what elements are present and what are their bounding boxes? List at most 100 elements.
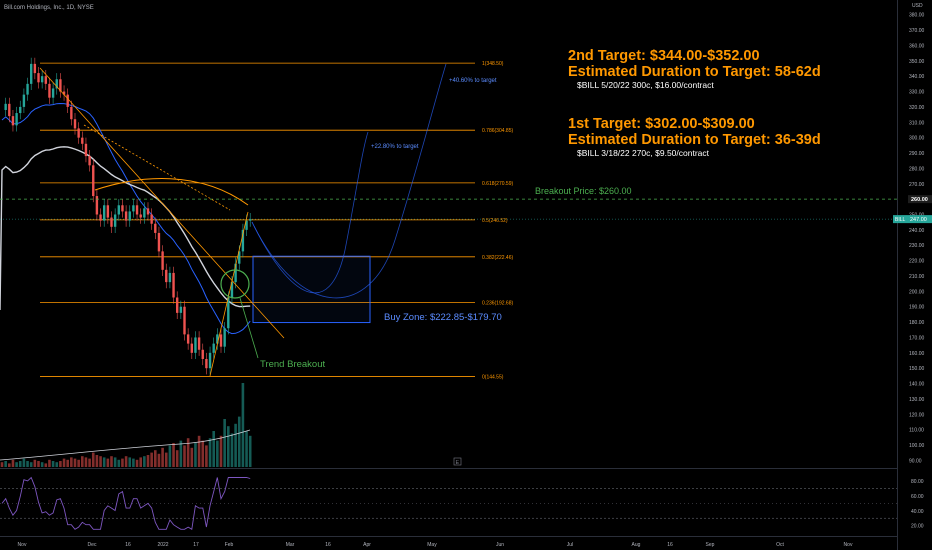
volume-bar: [121, 458, 124, 467]
candle-body: [245, 220, 248, 230]
candle-body: [19, 106, 22, 114]
price-tick: 140.00: [909, 382, 925, 388]
volume-bar: [208, 438, 212, 467]
candle-body: [110, 217, 113, 227]
downtrend-line[interactable]: [39, 67, 285, 339]
volume-bar: [44, 463, 48, 467]
volume-bar: [212, 431, 215, 467]
rsi-tick: 20.00: [911, 524, 924, 530]
candle-body: [201, 349, 204, 359]
volume-bar: [88, 458, 91, 467]
trend-breakout-circle[interactable]: [220, 269, 250, 299]
candle-body: [124, 211, 128, 221]
candle-body: [135, 205, 139, 215]
candle-body: [183, 306, 186, 335]
candle-body: [146, 208, 150, 215]
volume-bar: [59, 461, 62, 467]
volume-bar: [70, 457, 73, 467]
volume-bar: [227, 426, 230, 467]
price-tick: 340.00: [909, 74, 925, 80]
candle-body: [44, 76, 47, 84]
volume-bar: [4, 461, 7, 467]
uptrend-line[interactable]: [209, 211, 249, 377]
downtrend-line-dotted[interactable]: [83, 124, 231, 211]
candle-body: [227, 297, 230, 329]
volume-bar: [146, 455, 150, 467]
volume-bar: [135, 459, 139, 467]
breakout-price-badge-text: 260.00: [911, 197, 928, 203]
candle-body: [150, 214, 153, 224]
candle-body: [212, 343, 215, 353]
price-axis[interactable]: 380.00 370.00 360.00 350.00 340.00 330.00 320.…: [909, 13, 925, 465]
volume-bar: [73, 458, 77, 467]
projection-path-1: [251, 131, 369, 294]
candle-body: [197, 337, 201, 350]
volume-bar: [48, 459, 51, 467]
volume-bar: [15, 462, 18, 467]
volume-bar: [37, 461, 40, 467]
time-tick: 17: [193, 542, 199, 548]
volume-bar: [26, 461, 29, 467]
trend-breakout-pointer: [239, 297, 259, 359]
volume-bar: [102, 457, 106, 467]
volume-bar: [81, 456, 84, 467]
volume-bar: [117, 459, 121, 467]
time-tick: 16: [667, 542, 673, 548]
time-tick: 16: [125, 542, 131, 548]
volume-bar: [183, 445, 186, 467]
rsi-pane: [0, 476, 897, 531]
volume-bar: [219, 435, 223, 467]
price-tick: 210.00: [909, 274, 925, 280]
events-marker[interactable]: [453, 457, 462, 466]
price-tick: 280.00: [909, 166, 925, 172]
price-tick: 350.00: [909, 59, 925, 65]
candle-body: [128, 211, 131, 221]
candle-body: [157, 232, 161, 252]
candle-body: [168, 272, 172, 283]
symbol-header: Bill.com Holdings, Inc., 1D, NYSE: [4, 5, 94, 11]
buy-zone-box[interactable]: [252, 255, 371, 324]
price-tick: 160.00: [909, 351, 925, 357]
volume-bar: [106, 458, 110, 467]
candle-body: [99, 214, 102, 221]
volume-bar: [95, 455, 99, 467]
price-tick: 220.00: [909, 259, 925, 265]
candle-body: [223, 328, 226, 347]
volume-bar: [22, 458, 26, 467]
candle-body: [241, 229, 245, 252]
time-tick: Apr: [363, 542, 371, 548]
volume-bar: [190, 447, 194, 467]
price-tick: 130.00: [909, 397, 925, 403]
volume-bar: [157, 453, 161, 467]
time-axis[interactable]: Nov Dec 16 2022 17 Feb Mar 16 Apr May Jun Jul Aug 16 S…: [18, 542, 853, 548]
volume-bar: [77, 459, 80, 467]
rsi-line: [1, 476, 251, 531]
candle-body: [165, 269, 168, 283]
last-price-badge: [893, 215, 932, 224]
price-tick: 100.00: [909, 443, 925, 449]
target1-title: 1st Target: $302.00-$309.00: [568, 116, 755, 132]
volume-bar: [175, 450, 179, 467]
price-tick: 290.00: [909, 151, 925, 157]
target2-title: 2nd Target: $344.00-$352.00: [568, 48, 760, 64]
price-tick: 190.00: [909, 305, 925, 311]
candle-body: [30, 63, 33, 84]
candle-body: [26, 83, 29, 95]
volume-bars: [0, 383, 252, 467]
rsi-axis[interactable]: 80.00 60.00 40.00 20.00: [911, 479, 924, 529]
volume-bar: [66, 459, 69, 467]
fib-level-label: 0.5(246.52): [482, 218, 508, 224]
candle-body: [194, 337, 197, 353]
volume-bar: [205, 445, 208, 467]
buy-zone-label: Buy Zone: $222.85-$179.70: [384, 312, 502, 323]
volume-bar: [124, 456, 128, 467]
fib-level-label: 0(144.55): [482, 375, 504, 381]
price-tick: 200.00: [909, 289, 925, 295]
volume-bar: [150, 452, 153, 467]
breakout-price-badge: [908, 195, 932, 204]
breakout-price-label: Breakout Price: $260.00: [535, 186, 632, 196]
fib-level-label: 0.236(192.68): [482, 301, 513, 307]
target1-option: $BILL 3/18/22 270c, $9.50/contract: [577, 148, 710, 158]
fib-retracement[interactable]: 1(348.50) 0.786(304.85) 0.618(270.59) 0.5(2…: [40, 61, 513, 381]
